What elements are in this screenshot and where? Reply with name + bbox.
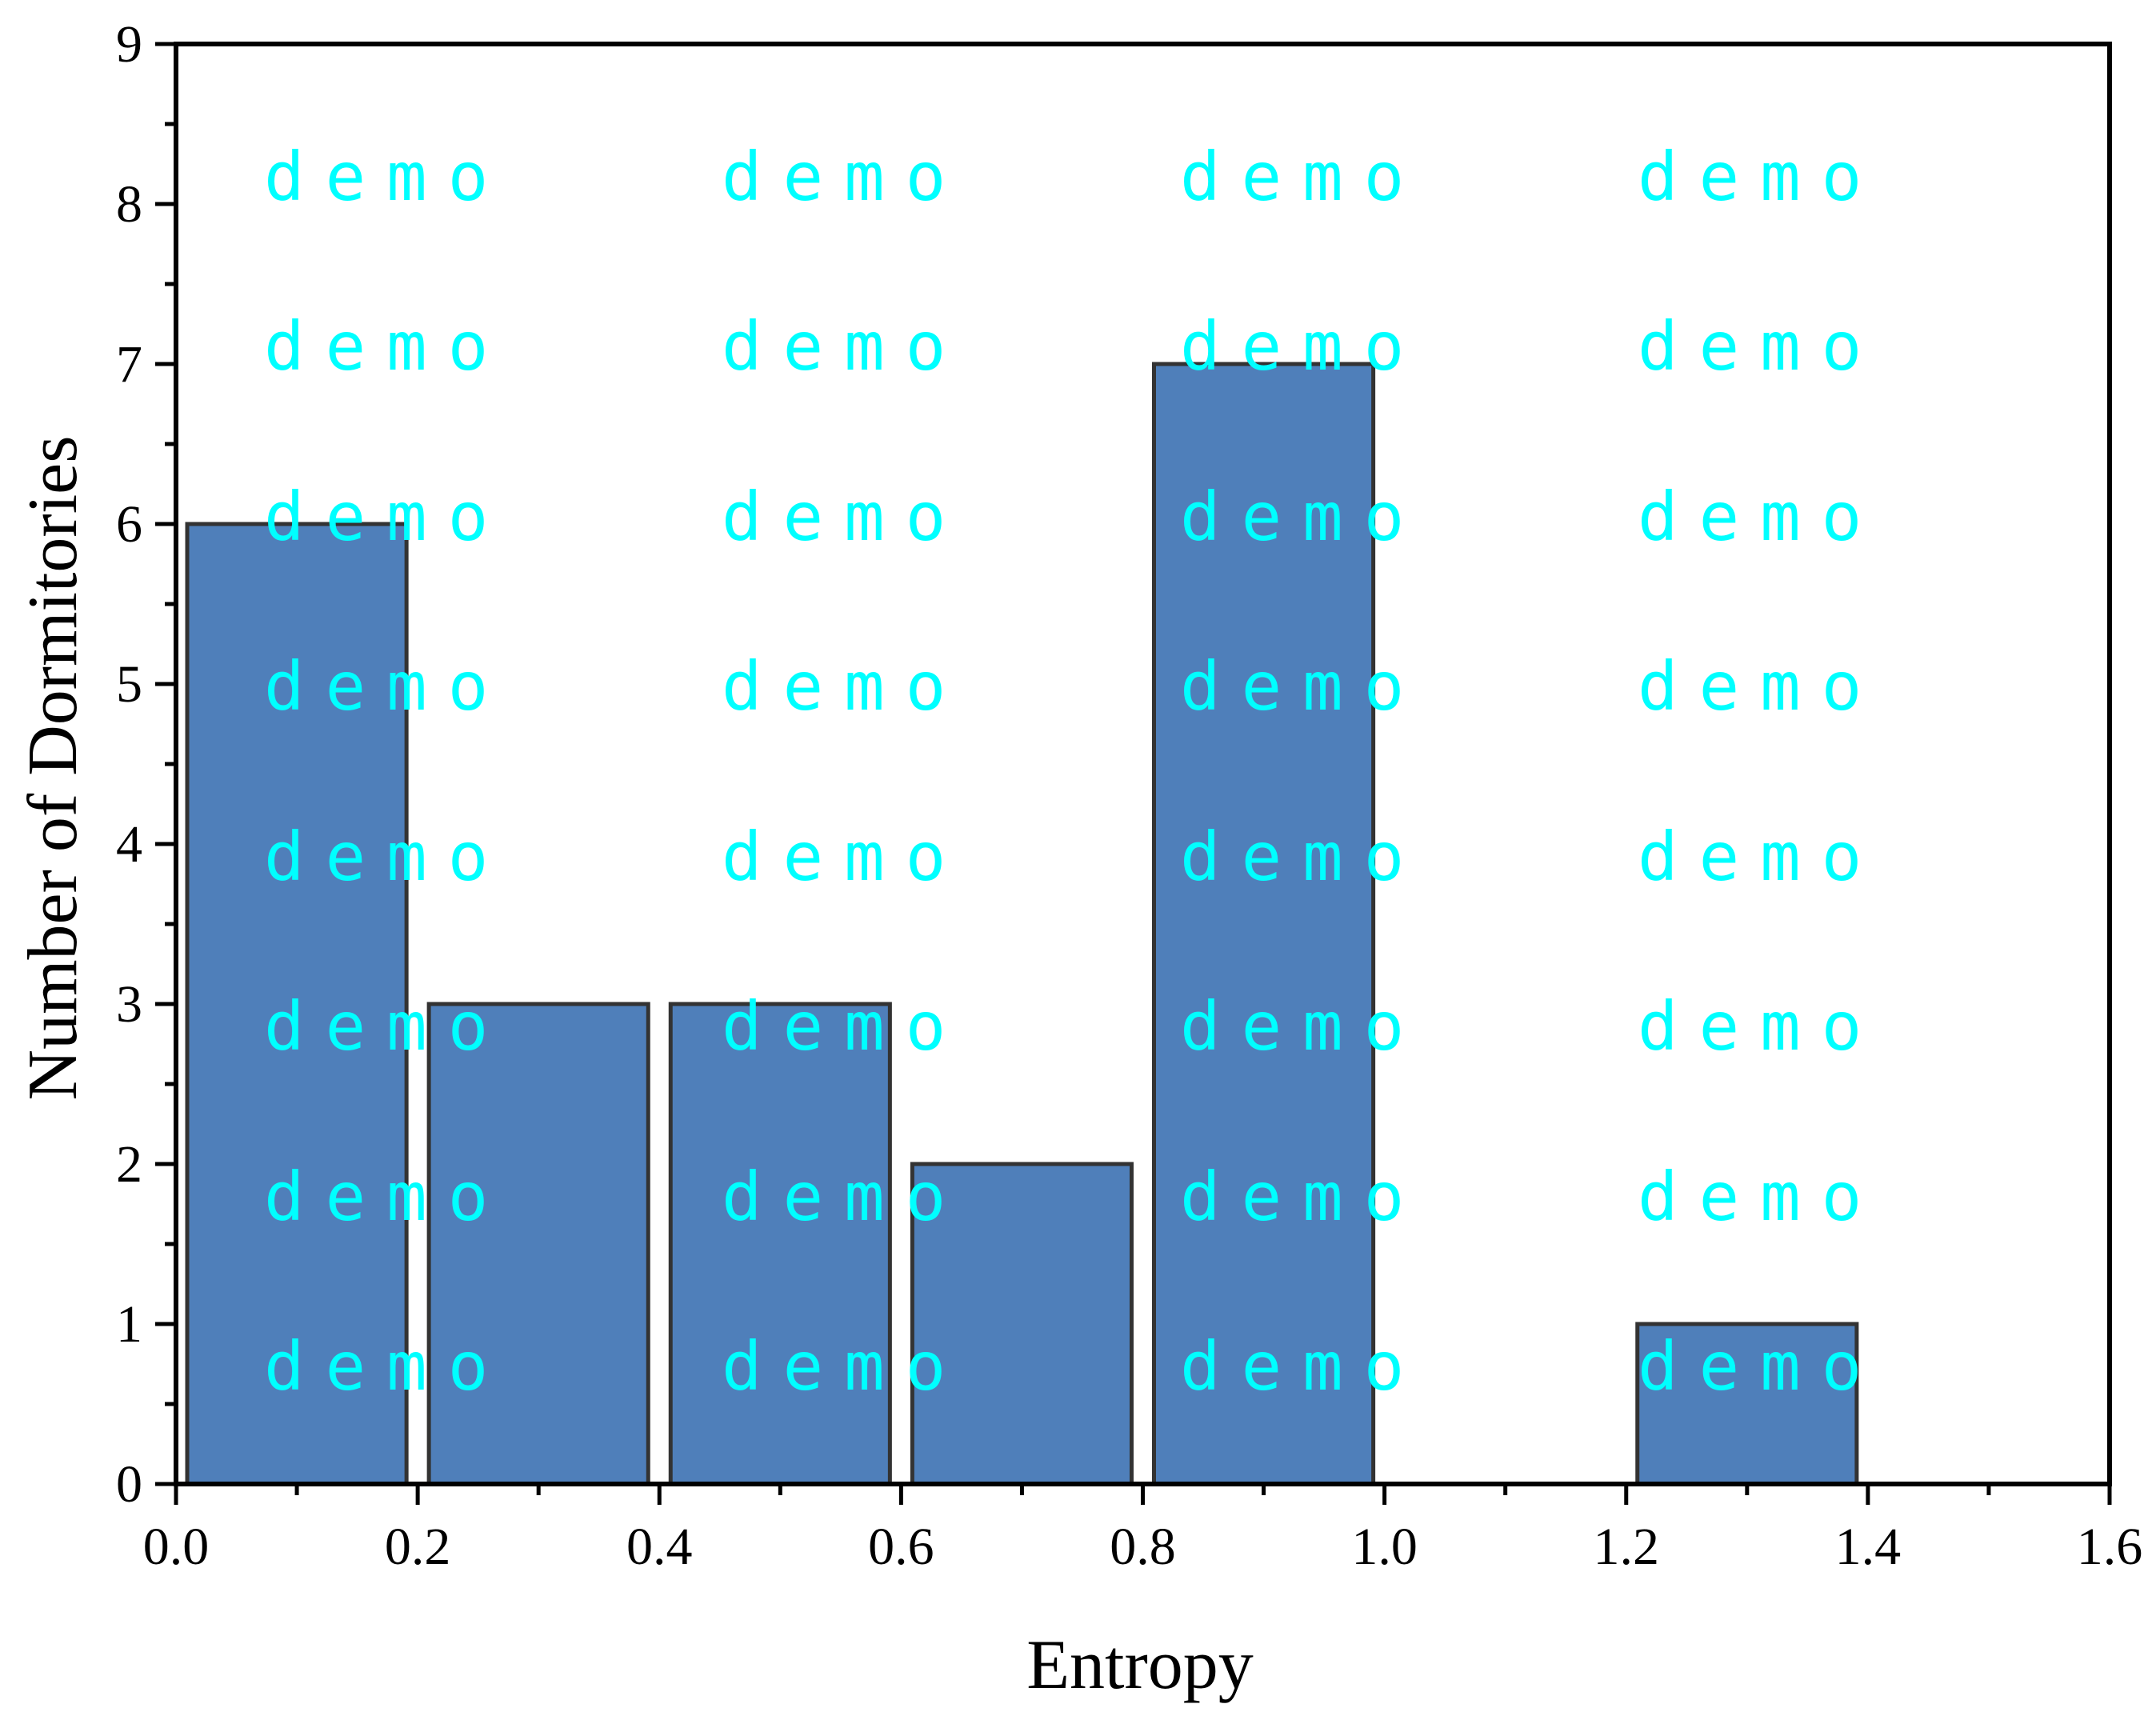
histogram-bar	[185, 522, 409, 1486]
watermark-text: demo	[722, 138, 966, 216]
x-tick-label: 1.0	[1351, 1518, 1418, 1576]
x-tick-label: 0.0	[143, 1518, 210, 1576]
watermark-text: demo	[722, 1158, 966, 1236]
watermark-text: demo	[1180, 818, 1425, 896]
y-tick-label: 7	[116, 335, 142, 394]
x-tick-label: 0.6	[868, 1518, 934, 1576]
watermark-text: demo	[722, 1327, 966, 1406]
y-tick-label: 2	[116, 1135, 142, 1194]
watermark-text: demo	[722, 478, 966, 556]
watermark-text: demo	[264, 987, 509, 1066]
watermark-text: demo	[264, 647, 509, 726]
tick-labels-layer: 0.0 0.2 0.4 0.6 0.8 1.0 1.2 1.4 1.6 0 1 2 3 4 5 6 7 8 9	[116, 15, 2142, 1576]
watermark-text: demo	[264, 1158, 509, 1236]
watermark-text: demo	[264, 138, 509, 216]
ticks-layer	[155, 42, 2112, 1505]
watermark-text: demo	[1638, 987, 1882, 1066]
y-tick-label: 0	[116, 1455, 142, 1514]
watermark-text: demo	[722, 307, 966, 386]
watermark-layer: demo demo demo demo demo demo demo demo demo demo…	[264, 138, 1882, 1406]
y-tick-label: 9	[116, 15, 142, 74]
watermark-text: demo	[1638, 1158, 1882, 1236]
watermark-text: demo	[264, 818, 509, 896]
watermark-text: demo	[1638, 478, 1882, 556]
x-axis-title: Entropy	[1026, 1626, 1254, 1704]
watermark-text: demo	[1638, 647, 1882, 726]
x-tick-label: 1.2	[1594, 1518, 1660, 1576]
y-tick-label: 1	[116, 1295, 142, 1354]
y-tick-label: 8	[116, 175, 142, 234]
watermark-text: demo	[264, 1327, 509, 1406]
watermark-text: demo	[1180, 1327, 1425, 1406]
watermark-text: demo	[722, 987, 966, 1066]
watermark-text: demo	[1180, 478, 1425, 556]
y-tick-label: 6	[116, 495, 142, 554]
watermark-text: demo	[1638, 138, 1882, 216]
watermark-text: demo	[1180, 987, 1425, 1066]
watermark-text: demo	[1638, 307, 1882, 386]
watermark-text: demo	[264, 478, 509, 556]
x-tick-label: 0.4	[626, 1518, 693, 1576]
histogram-bar	[668, 1002, 892, 1486]
watermark-text: demo	[1638, 1327, 1882, 1406]
y-tick-label: 4	[116, 815, 142, 874]
x-tick-label: 0.2	[385, 1518, 451, 1576]
watermark-text: demo	[1180, 138, 1425, 216]
watermark-text: demo	[722, 647, 966, 726]
x-tick-label: 0.8	[1110, 1518, 1176, 1576]
y-axis-title: Number of Dormitories	[14, 436, 92, 1101]
watermark-text: demo	[1180, 307, 1425, 386]
x-tick-label: 1.6	[2077, 1518, 2143, 1576]
y-tick-label: 5	[116, 655, 142, 714]
histogram-bar	[426, 1002, 650, 1486]
x-tick-label: 1.4	[1835, 1518, 1902, 1576]
y-tick-label: 3	[116, 975, 142, 1034]
watermark-text: demo	[264, 307, 509, 386]
watermark-text: demo	[722, 818, 966, 896]
bars-layer	[185, 362, 1859, 1486]
watermark-text: demo	[1180, 1158, 1425, 1236]
watermark-text: demo	[1638, 818, 1882, 896]
watermark-text: demo	[1180, 647, 1425, 726]
